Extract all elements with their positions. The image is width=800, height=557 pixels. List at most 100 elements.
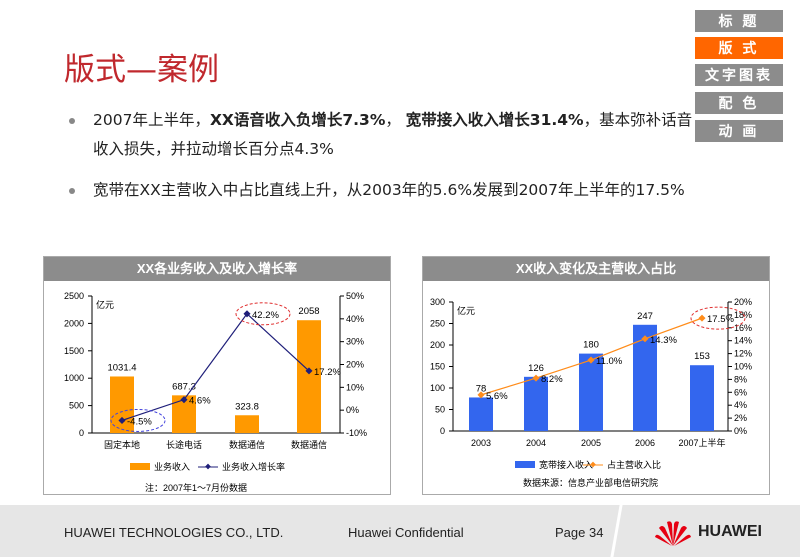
line-value-label: 42.2%	[252, 310, 279, 321]
bar-value-label: 1031.4	[107, 362, 136, 373]
footer-company: HUAWEI TECHNOLOGIES CO., LTD.	[64, 525, 284, 540]
unit-label: 亿元	[457, 305, 475, 316]
line-value-label: 17.5%	[707, 314, 734, 325]
bullet-text-segment: 宽带在XX主营收入中占比直线上升，从2003年的5.6%发展到2007年上半年的…	[93, 181, 685, 199]
bullet-dot-icon	[69, 118, 75, 124]
x-tick-label: 数据通信	[291, 439, 327, 450]
chart-note: 注：2007年1～7月份数据	[145, 482, 247, 493]
y-tick-label: 2500	[64, 291, 84, 301]
x-tick-label: 固定本地	[104, 439, 140, 450]
x-tick-label: 2005	[581, 438, 601, 448]
footer-page: Page 34	[555, 525, 604, 540]
x-tick-label: 2006	[635, 438, 655, 448]
line-point	[180, 396, 188, 404]
bar	[469, 397, 493, 431]
bullet-text-segment: 2007年上半年，	[93, 111, 210, 129]
line-point	[477, 391, 485, 399]
y-tick-label: 200	[430, 340, 445, 350]
y2-tick-label: 20%	[734, 297, 752, 307]
y2-tick-label: 8%	[734, 374, 747, 384]
line-value-label: 17.2%	[314, 367, 341, 378]
nav-color[interactable]: 配 色	[695, 92, 783, 114]
footer: HUAWEI TECHNOLOGIES CO., LTD. Huawei Con…	[0, 505, 800, 557]
highlight-ellipse	[110, 408, 166, 432]
bar-value-label: 323.8	[235, 401, 259, 412]
bullet-1: 2007年上半年，XX语音收入负增长7.3%， 宽带接入收入增长31.4%，基本…	[69, 106, 703, 164]
legend-label: 占主营收入比	[607, 459, 661, 470]
y2-tick-label: 10%	[346, 382, 364, 392]
line-value-label: 8.2%	[541, 374, 563, 385]
bar-value-label: 78	[476, 383, 487, 394]
y2-tick-label: 30%	[346, 337, 364, 347]
legend-marker	[590, 461, 596, 468]
legend-marker	[205, 463, 211, 470]
nav-animation[interactable]: 动 画	[695, 120, 783, 142]
y-tick-label: 1500	[64, 346, 84, 356]
line-value-label: 11.0%	[596, 356, 623, 367]
y2-tick-label: 40%	[346, 314, 364, 324]
y-tick-label: 300	[430, 297, 445, 307]
y2-tick-label: -10%	[346, 428, 367, 438]
bar-value-label: 687.3	[172, 381, 196, 392]
bullet-text: 宽带在XX主营收入中占比直线上升，从2003年的5.6%发展到2007年上半年的…	[93, 181, 685, 199]
line-point	[698, 314, 706, 322]
chart-title: XX各业务收入及收入增长率	[44, 257, 390, 281]
bar-value-label: 2058	[298, 306, 319, 317]
line-point	[641, 335, 649, 343]
y2-tick-label: 4%	[734, 400, 747, 410]
y2-tick-label: 18%	[734, 310, 752, 320]
y2-tick-label: 0%	[346, 405, 359, 415]
bullet-text: 2007年上半年，XX语音收入负增长7.3%， 宽带接入收入增长31.4%，基本…	[93, 111, 692, 158]
y2-tick-label: 12%	[734, 349, 752, 359]
y-tick-label: 100	[430, 383, 445, 393]
bar-value-label: 126	[528, 363, 544, 374]
page-title: 版式—案例	[64, 52, 219, 88]
y-tick-label: 150	[430, 362, 445, 372]
bar	[690, 365, 714, 431]
bullet-2: 宽带在XX主营收入中占比直线上升，从2003年的5.6%发展到2007年上半年的…	[69, 176, 703, 205]
highlight-ellipse	[690, 306, 746, 330]
y2-tick-label: 6%	[734, 387, 747, 397]
y-tick-label: 0	[440, 426, 445, 436]
y-tick-label: 2000	[64, 318, 84, 328]
bullet-text-segment: ，基本弥补话音收入损失，并拉动增长百分点4.3%	[93, 111, 693, 158]
y-tick-label: 50	[435, 405, 445, 415]
bullet-text-segment: 宽带接入收入增长31.4%	[405, 111, 584, 129]
bullet-text-segment: XX语音收入负增长7.3%	[209, 111, 386, 129]
y2-tick-label: 0%	[734, 426, 747, 436]
unit-label: 亿元	[96, 299, 114, 310]
nav-title[interactable]: 标 题	[695, 10, 783, 32]
line-point	[305, 367, 313, 375]
y2-tick-label: 16%	[734, 323, 752, 333]
x-tick-label: 2004	[526, 438, 546, 448]
highlight-ellipse	[235, 302, 291, 326]
charts-layer: 0 500 1000 1500 2000 2500 -10% 0% 10% 20% 30% 40% 50…	[64, 291, 752, 493]
legend-label: 宽带接入收入	[539, 459, 593, 470]
legend-label: 业务收入增长率	[222, 461, 285, 472]
line-value-label: 5.6%	[486, 391, 508, 402]
nav-text-charts[interactable]: 文字图表	[695, 64, 783, 86]
bullet-dot-icon	[69, 188, 75, 194]
bar-value-label: 247	[637, 311, 653, 322]
y2-tick-label: 2%	[734, 413, 747, 423]
x-tick-label: 2003	[471, 438, 491, 448]
y-tick-label: 500	[69, 401, 84, 411]
bar	[235, 415, 259, 433]
bar	[524, 376, 548, 431]
footer-divider	[610, 505, 623, 557]
line-series	[121, 312, 310, 422]
line-point	[243, 310, 251, 318]
chart-panel-revenue: XX各业务收入及收入增长率	[43, 256, 391, 495]
line-point	[118, 416, 126, 424]
footer-confidential: Huawei Confidential	[348, 525, 464, 540]
bar-value-label: 180	[583, 340, 599, 351]
y2-tick-label: 50%	[346, 291, 364, 301]
y-tick-label: 1000	[64, 373, 84, 383]
line-value-label: -4.5%	[127, 416, 152, 427]
legend-bar-swatch	[515, 461, 535, 468]
x-tick-label: 数据通信	[229, 439, 265, 450]
legend-label: 业务收入	[154, 461, 190, 472]
y2-tick-label: 10%	[734, 362, 752, 372]
x-tick-label: 2007上半年	[678, 437, 725, 448]
nav-layout[interactable]: 版 式	[695, 37, 783, 59]
